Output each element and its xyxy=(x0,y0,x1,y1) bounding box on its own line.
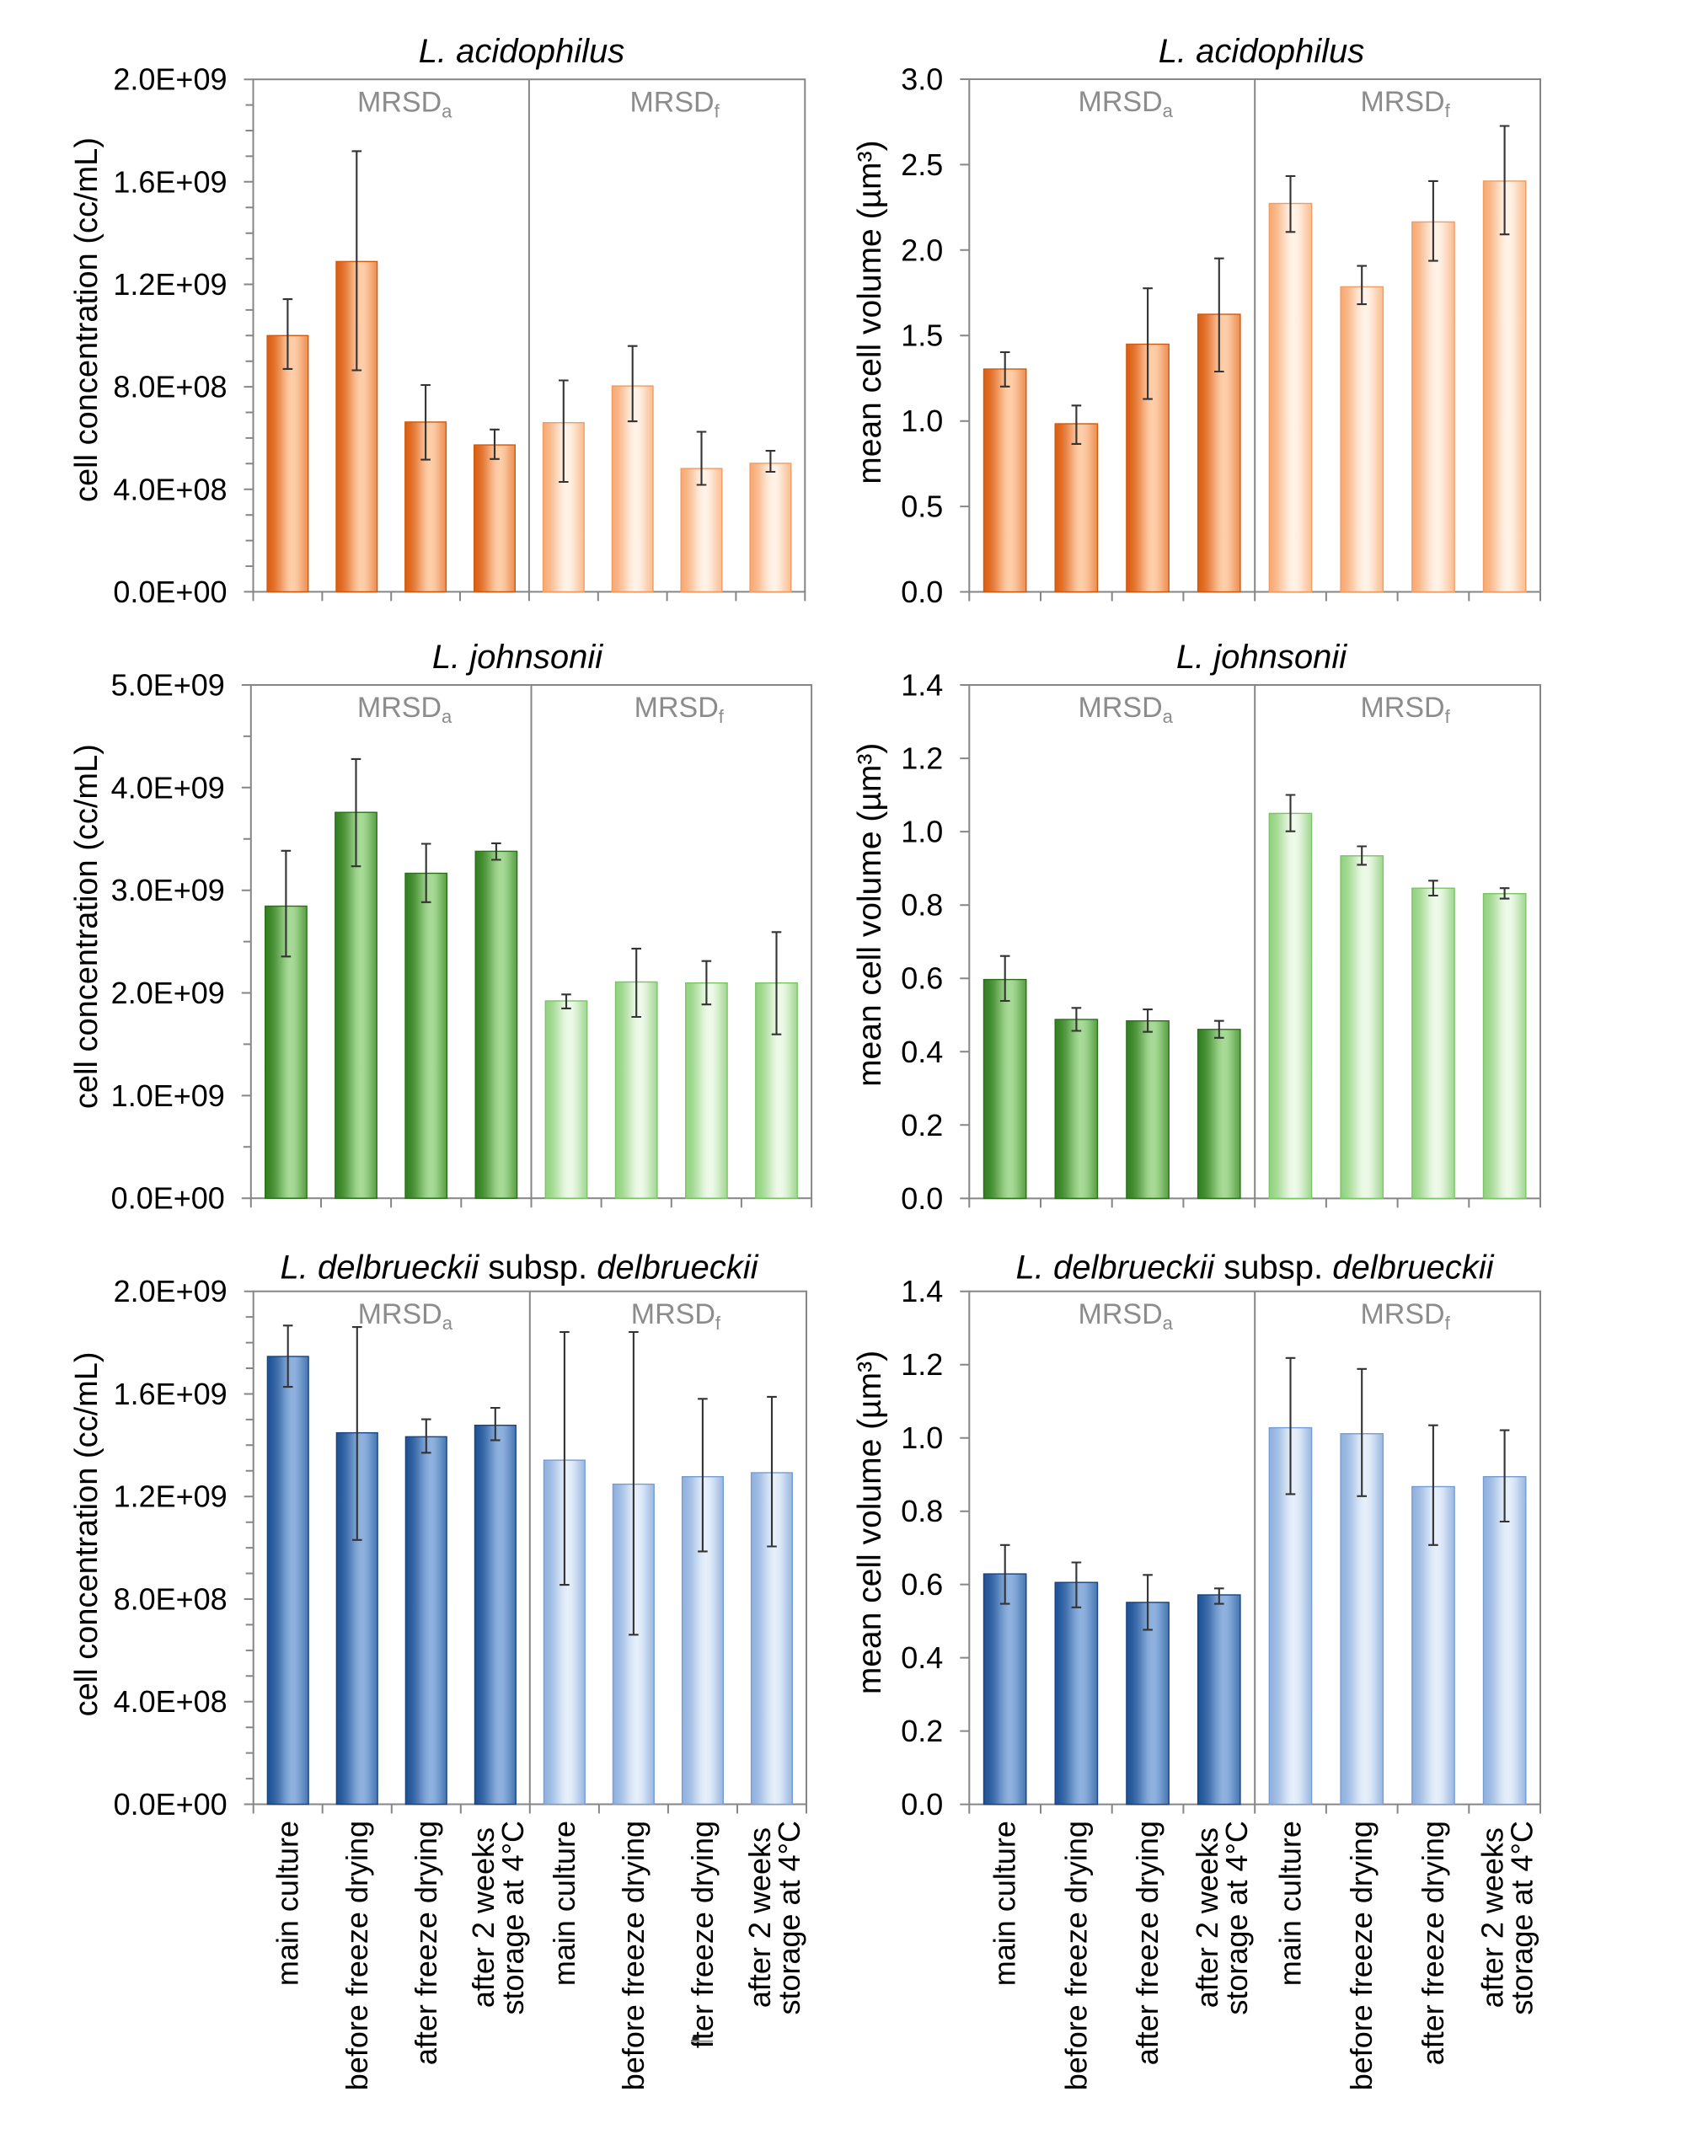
svg-text:MRSDf: MRSDf xyxy=(1360,86,1450,121)
svg-text:2.5: 2.5 xyxy=(901,147,943,182)
svg-text:after 2 weeks: after 2 weeks xyxy=(1190,1827,1224,2008)
svg-text:MRSDa: MRSDa xyxy=(1079,692,1174,727)
svg-text:after freeze drying: after freeze drying xyxy=(409,1821,443,2065)
svg-text:0.0: 0.0 xyxy=(901,1181,943,1216)
svg-text:0.0E+00: 0.0E+00 xyxy=(113,575,227,609)
svg-text:1.4: 1.4 xyxy=(901,668,943,703)
svg-text:0.0: 0.0 xyxy=(901,575,943,609)
svg-text:0.8: 0.8 xyxy=(901,888,943,923)
svg-text:1.0E+09: 1.0E+09 xyxy=(111,1078,225,1113)
svg-text:0.0E+00: 0.0E+00 xyxy=(111,1181,225,1216)
svg-text:0.2: 0.2 xyxy=(901,1714,943,1748)
svg-text:4.0E+08: 4.0E+08 xyxy=(114,1684,228,1719)
svg-text:4.0E+09: 4.0E+09 xyxy=(111,770,225,805)
svg-text:main culture: main culture xyxy=(988,1821,1022,1986)
svg-text:L. acidophilus: L. acidophilus xyxy=(1159,33,1365,70)
svg-text:1.0: 1.0 xyxy=(901,815,943,849)
svg-text:after freeze drying: after freeze drying xyxy=(1130,1821,1165,2065)
svg-text:8.0E+08: 8.0E+08 xyxy=(113,370,227,404)
svg-text:MRSDf: MRSDf xyxy=(634,692,725,727)
svg-text:3.0E+09: 3.0E+09 xyxy=(111,873,225,907)
svg-text:0.0E+00: 0.0E+00 xyxy=(114,1787,228,1822)
svg-text:cell concentration (cc/mL): cell concentration (cc/mL) xyxy=(69,1351,104,1716)
svg-text:L. delbrueckii subsp. delbruec: L. delbrueckii subsp. delbrueckii xyxy=(281,1249,759,1287)
svg-text:mean cell volume (µm³): mean cell volume (µm³) xyxy=(852,743,888,1087)
svg-text:0.6: 0.6 xyxy=(901,1567,943,1602)
svg-text:after 2 weeks: after 2 weeks xyxy=(742,1827,777,2008)
svg-text:0.4: 0.4 xyxy=(901,1640,943,1675)
svg-text:storage at 4°C: storage at 4°C xyxy=(1219,1821,1254,2015)
svg-text:L. johnsonii: L. johnsonii xyxy=(432,639,603,676)
svg-text:MRSDa: MRSDa xyxy=(1079,1298,1174,1334)
svg-text:1.6E+09: 1.6E+09 xyxy=(113,164,227,199)
svg-text:MRSDa: MRSDa xyxy=(357,692,452,727)
svg-text:2.0E+09: 2.0E+09 xyxy=(114,1274,228,1308)
svg-text:storage at 4°C: storage at 4°C xyxy=(495,1821,530,2015)
svg-text:1.0: 1.0 xyxy=(901,1420,943,1455)
svg-text:1.4: 1.4 xyxy=(901,1274,943,1308)
svg-text:1.2: 1.2 xyxy=(901,741,943,776)
svg-text:1.6E+09: 1.6E+09 xyxy=(114,1377,228,1411)
svg-text:cell concentration (cc/mL): cell concentration (cc/mL) xyxy=(69,137,104,502)
svg-text:MRSDf: MRSDf xyxy=(1360,692,1450,727)
svg-text:0.2: 0.2 xyxy=(901,1108,943,1142)
svg-text:before freeze drying: before freeze drying xyxy=(1058,1821,1093,2090)
svg-text:main culture: main culture xyxy=(1273,1821,1308,1986)
svg-text:2.0E+09: 2.0E+09 xyxy=(113,62,227,97)
svg-text:1.5: 1.5 xyxy=(901,318,943,353)
svg-text:1.2E+09: 1.2E+09 xyxy=(114,1479,228,1514)
svg-text:cell concentration (cc/mL): cell concentration (cc/mL) xyxy=(69,744,104,1109)
svg-text:0.0: 0.0 xyxy=(901,1787,943,1822)
svg-text:1.2: 1.2 xyxy=(901,1347,943,1382)
svg-text:1.0: 1.0 xyxy=(901,404,943,438)
svg-text:MRSDa: MRSDa xyxy=(358,1298,453,1334)
svg-text:MRSDf: MRSDf xyxy=(631,1298,721,1334)
svg-text:L. acidophilus: L. acidophilus xyxy=(419,33,625,70)
svg-text:before freeze drying: before freeze drying xyxy=(616,1821,651,2090)
svg-text:MRSDf: MRSDf xyxy=(1360,1298,1450,1334)
svg-text:after freeze drying: after freeze drying xyxy=(1416,1821,1450,2065)
svg-text:before freeze drying: before freeze drying xyxy=(1344,1821,1379,2090)
svg-text:storage at 4°C: storage at 4°C xyxy=(1505,1821,1539,2015)
svg-text:L. delbrueckii subsp. delbruec: L. delbrueckii subsp. delbrueckii xyxy=(1016,1249,1495,1287)
svg-text:fter freeze drying: fter freeze drying xyxy=(685,1821,720,2048)
svg-text:2.0E+09: 2.0E+09 xyxy=(111,976,225,1010)
svg-text:mean cell volume (µm³): mean cell volume (µm³) xyxy=(852,1351,888,1694)
svg-text:mean cell volume (µm³): mean cell volume (µm³) xyxy=(852,140,888,484)
svg-text:0.6: 0.6 xyxy=(901,961,943,996)
svg-text:MRSDa: MRSDa xyxy=(1079,86,1174,121)
svg-text:main culture: main culture xyxy=(270,1821,305,1986)
svg-text:after 2 weeks: after 2 weeks xyxy=(466,1827,501,2008)
svg-text:3.0: 3.0 xyxy=(901,62,943,97)
svg-text:5.0E+09: 5.0E+09 xyxy=(111,668,225,703)
svg-text:2.0: 2.0 xyxy=(901,233,943,267)
svg-text:0.8: 0.8 xyxy=(901,1494,943,1528)
svg-text:1.2E+09: 1.2E+09 xyxy=(113,267,227,302)
svg-text:0.4: 0.4 xyxy=(901,1035,943,1069)
svg-text:before freeze drying: before freeze drying xyxy=(340,1821,374,2090)
svg-text:after 2 weeks: after 2 weeks xyxy=(1475,1827,1510,2008)
svg-text:main culture: main culture xyxy=(547,1821,581,1986)
svg-text:0.5: 0.5 xyxy=(901,490,943,524)
svg-text:4.0E+08: 4.0E+08 xyxy=(113,472,227,506)
svg-text:MRSDa: MRSDa xyxy=(357,86,452,121)
svg-text:8.0E+08: 8.0E+08 xyxy=(114,1582,228,1617)
svg-text:storage at 4°C: storage at 4°C xyxy=(772,1821,806,2015)
svg-text:MRSDf: MRSDf xyxy=(629,86,720,121)
svg-text:L. johnsonii: L. johnsonii xyxy=(1176,639,1347,676)
